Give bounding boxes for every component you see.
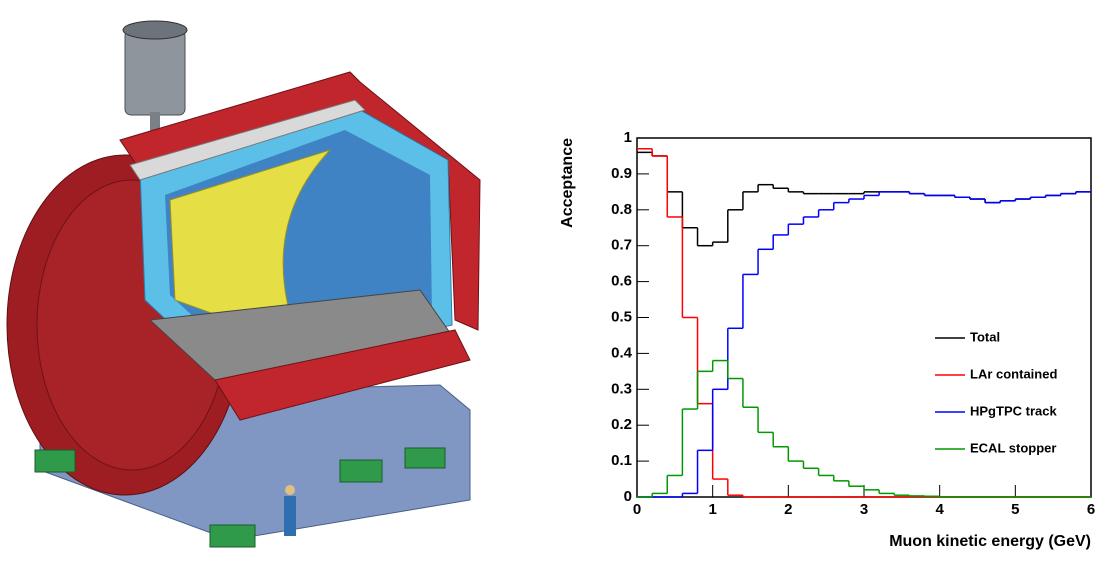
y-tick-label: 0.2	[611, 416, 632, 433]
legend-label: Total	[970, 329, 1000, 344]
y-tick-label: 0.1	[611, 452, 632, 469]
y-tick-label: 0.9	[611, 165, 632, 182]
x-axis-label: Muon kinetic energy (GeV)	[889, 533, 1091, 550]
y-tick-label: 0.5	[611, 308, 632, 325]
foot	[405, 448, 445, 468]
detector-illustration	[7, 21, 480, 547]
x-tick-label: 4	[935, 501, 944, 518]
page: Acceptance Muon kinetic energy (GeV) 0 0.…	[0, 0, 1101, 563]
y-tick-label: 0.7	[611, 237, 632, 254]
y-tick-label: 0.6	[611, 273, 632, 290]
y-axis-label: Acceptance	[559, 138, 576, 228]
person-body	[284, 496, 296, 536]
y-tick-label: 0.3	[611, 380, 632, 397]
x-tick-label: 1	[708, 501, 716, 518]
x-tick-label: 6	[1087, 501, 1095, 518]
foot	[35, 450, 75, 472]
legend-label: LAr contained	[970, 366, 1057, 381]
legend-label: HPgTPC track	[970, 403, 1057, 418]
x-tick-label: 2	[784, 501, 792, 518]
legend-label: ECAL stopper	[970, 440, 1056, 455]
x-tick-label: 5	[1011, 501, 1019, 518]
person-head	[285, 485, 295, 495]
y-tick-label: 0.4	[611, 344, 633, 361]
x-tick-label: 0	[633, 501, 641, 518]
foot	[210, 525, 255, 547]
foot	[340, 460, 382, 482]
x-tick-label: 3	[860, 501, 868, 518]
y-tick-label: 0.8	[611, 201, 632, 218]
y-tick-label: 0	[624, 488, 632, 505]
cryostat	[125, 30, 185, 115]
cryostat-lid	[123, 21, 187, 39]
y-tick-label: 1	[624, 129, 632, 146]
